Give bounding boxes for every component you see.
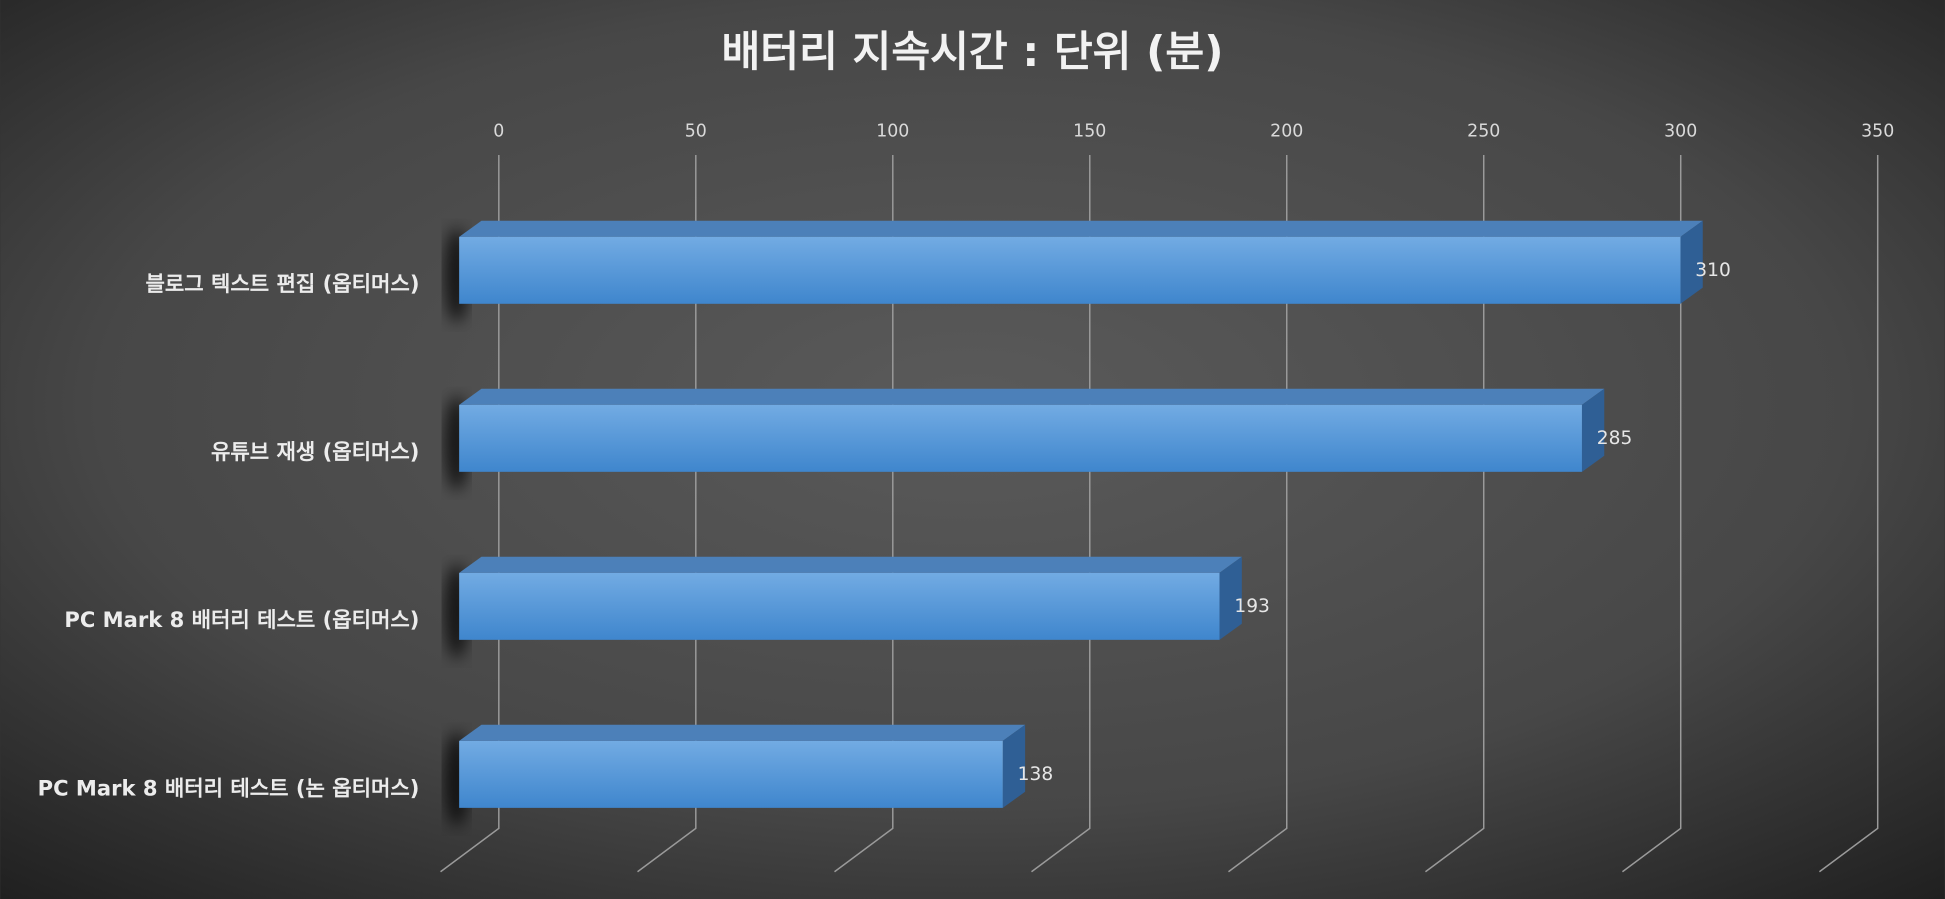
bar-top <box>459 220 1703 237</box>
y-tick-label: 유튜브 재생 (옵티머스) <box>211 439 419 464</box>
bar-group <box>444 556 1242 659</box>
y-tick-label: 블로그 텍스트 편집 (옵티머스) <box>145 271 419 296</box>
bar <box>459 740 1003 808</box>
x-tick-label: 0 <box>493 121 504 141</box>
bar-group <box>444 220 1703 323</box>
plot-area: 0 50 100 150 200 250 300 350 블로그 텍스트 편집 (옵티머스) 31… <box>38 121 1894 873</box>
bar-side <box>1002 724 1026 808</box>
x-tick-label: 200 <box>1270 121 1303 141</box>
bar <box>459 404 1582 472</box>
bar-group <box>444 724 1026 827</box>
bar-top <box>459 388 1605 405</box>
bar-side <box>1581 388 1605 472</box>
grid-line <box>1425 155 1485 873</box>
x-tick-label: 250 <box>1467 121 1500 141</box>
value-label: 285 <box>1597 428 1633 449</box>
bar-top <box>459 724 1026 741</box>
x-tick-label: 350 <box>1861 121 1894 141</box>
value-label: 310 <box>1695 260 1731 281</box>
x-tick-label: 300 <box>1664 121 1697 141</box>
bar-side <box>1219 556 1242 640</box>
grid-line <box>440 155 500 873</box>
x-tick-label: 100 <box>876 121 909 141</box>
bar-side <box>1680 220 1703 304</box>
y-tick-label: PC Mark 8 배터리 테스트 (옵티머스) <box>64 607 419 632</box>
y-tick-label: PC Mark 8 배터리 테스트 (논 옵티머스) <box>38 775 420 800</box>
chart-title: 배터리 지속시간 : 단위 (분) <box>722 27 1224 76</box>
bar <box>459 236 1681 304</box>
bar-top <box>459 556 1242 573</box>
grid-line <box>637 155 697 873</box>
x-tick-label: 150 <box>1073 121 1106 141</box>
bar <box>459 572 1220 640</box>
grid-line <box>1818 155 1879 873</box>
grid-line <box>1621 155 1682 873</box>
bar-group <box>444 388 1605 491</box>
x-tick-label: 50 <box>685 121 707 141</box>
grid-line <box>1228 155 1288 873</box>
value-label: 138 <box>1018 764 1054 785</box>
value-label: 193 <box>1234 596 1270 617</box>
grid-line <box>1031 155 1091 873</box>
grid-line <box>834 155 894 873</box>
